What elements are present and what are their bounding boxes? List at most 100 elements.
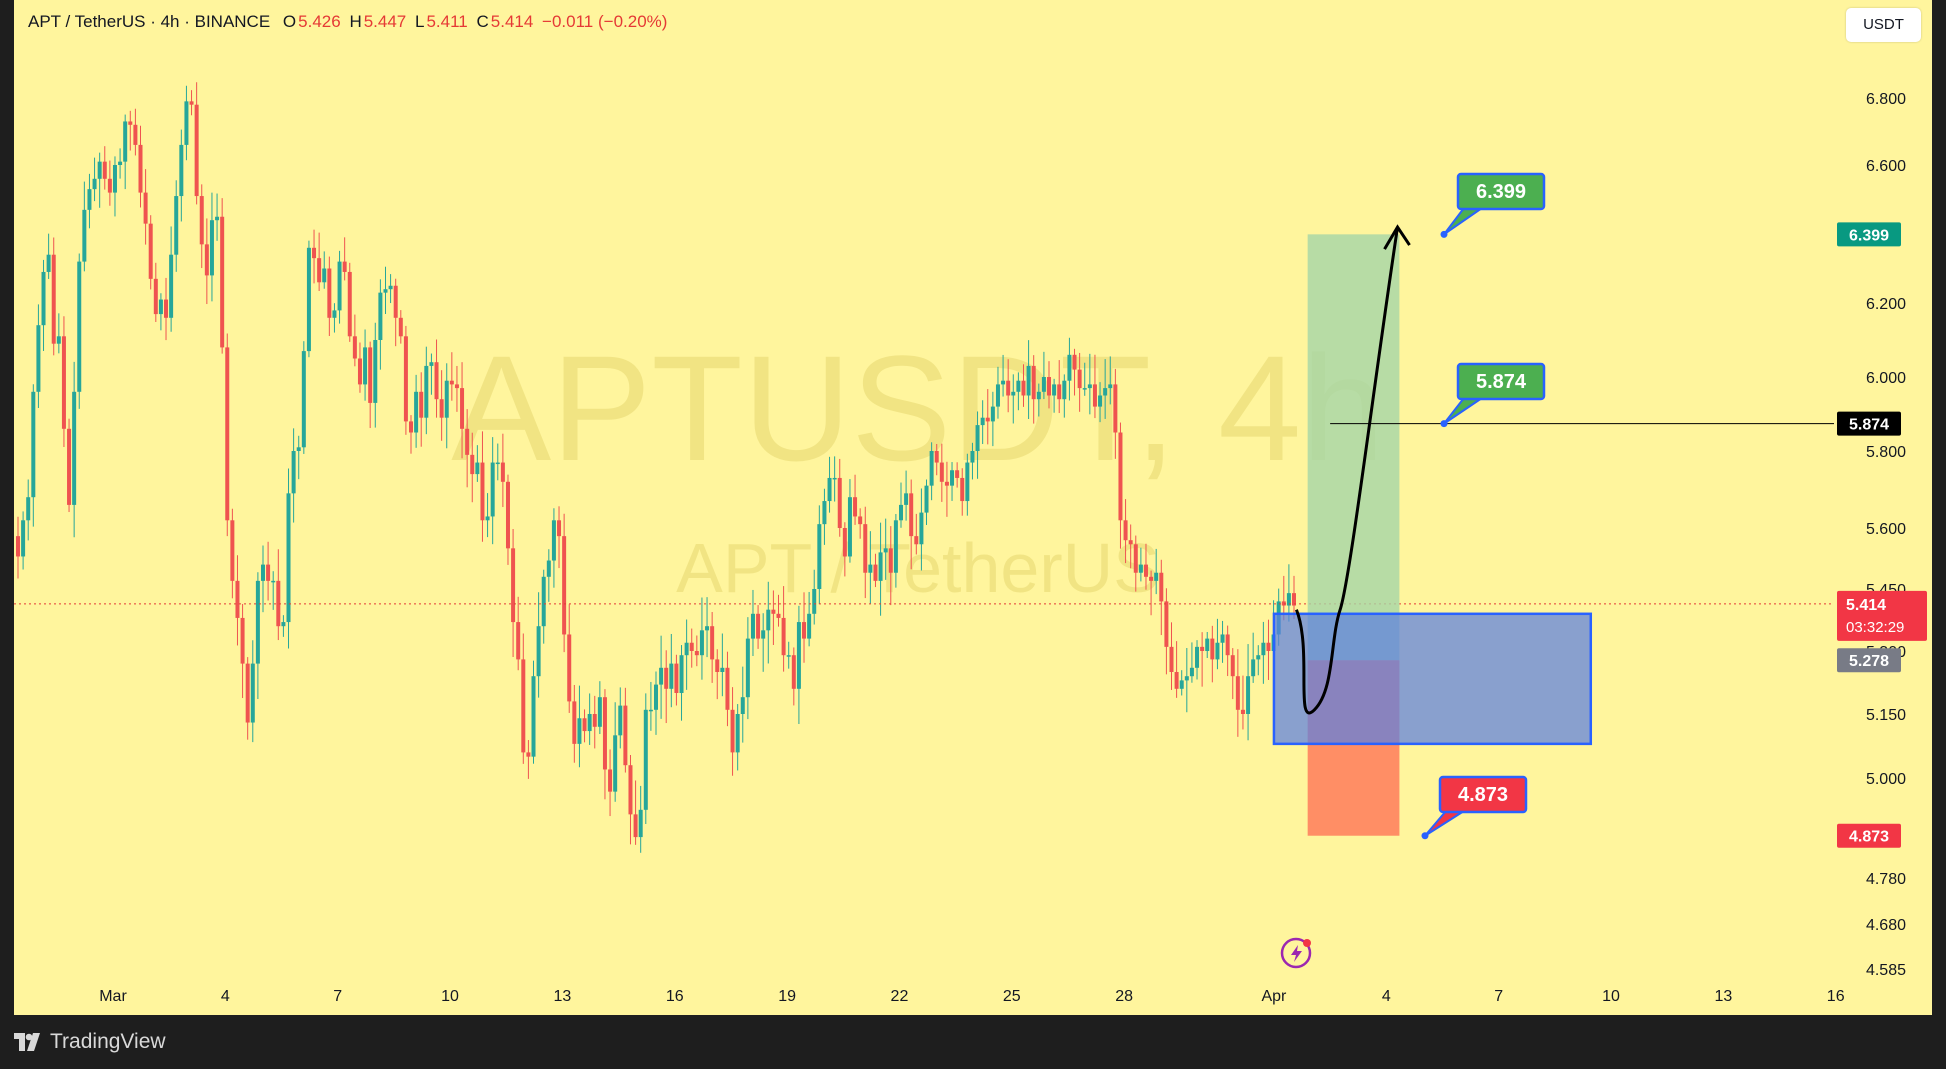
price-tick-label: 5.600: [1866, 521, 1906, 538]
candles-layer: [16, 82, 1296, 853]
candle-body: [919, 512, 924, 545]
candle-body: [1067, 354, 1072, 381]
chart-area[interactable]: APTUSDT, 4h APT / TetherUS 6.399 5.874 4.8…: [14, 0, 1932, 1015]
price-chart[interactable]: APTUSDT, 4h APT / TetherUS 6.3995.8744.8…: [14, 0, 1932, 1015]
price-axis[interactable]: 6.8006.6006.2006.0005.8005.6005.4505.300…: [1834, 0, 1932, 975]
candle: [133, 108, 138, 156]
candle: [41, 259, 46, 351]
candle-body: [388, 285, 393, 290]
candle: [77, 253, 82, 409]
candle: [378, 279, 383, 370]
candle-body: [582, 718, 587, 732]
candle: [919, 488, 924, 571]
candle: [500, 433, 505, 508]
candle-body: [725, 667, 730, 710]
candle-body: [21, 520, 26, 557]
candle-body: [608, 769, 613, 792]
candle-body: [337, 261, 342, 311]
candle-body: [955, 470, 960, 478]
candle: [1240, 675, 1245, 730]
candle: [531, 660, 536, 764]
candle-body: [847, 497, 852, 557]
candle: [419, 372, 424, 447]
candle: [1149, 570, 1154, 616]
tradingview-logo[interactable]: TradingView: [14, 1029, 166, 1055]
candle-body: [602, 697, 607, 770]
candle: [1021, 364, 1026, 407]
candle: [526, 740, 531, 779]
candle: [684, 619, 689, 690]
candle-body: [1047, 377, 1052, 396]
candle: [1195, 640, 1200, 680]
notification-dot: [1303, 939, 1311, 947]
candle: [623, 687, 628, 773]
candle: [546, 549, 551, 602]
candle-body: [403, 336, 408, 422]
currency-button[interactable]: USDT: [1846, 8, 1921, 42]
candle-body: [562, 536, 567, 635]
candle-body: [511, 548, 516, 623]
candle: [669, 633, 674, 708]
candle-body: [148, 223, 153, 279]
candle-body: [531, 676, 536, 757]
candle: [934, 443, 939, 476]
candle: [720, 633, 725, 697]
candle-body: [485, 516, 490, 521]
price-tag-label: 5.874: [1849, 417, 1889, 434]
target-zone: [1307, 234, 1400, 661]
candle-body: [220, 216, 225, 348]
candle: [878, 522, 883, 616]
symbol-info[interactable]: APT / TetherUS · 4h · BINANCE: [28, 12, 271, 31]
candle: [1235, 649, 1240, 737]
candle-body: [853, 497, 858, 517]
lightning-glyph: [1291, 945, 1302, 962]
candle: [602, 689, 607, 800]
candle: [373, 322, 378, 428]
candle-body: [72, 391, 77, 505]
candle-body: [306, 247, 311, 352]
candle: [929, 442, 934, 501]
candle-body: [730, 709, 735, 753]
candle-body: [1286, 593, 1291, 606]
candle-body: [490, 462, 495, 517]
candle: [505, 474, 510, 565]
candle-body: [1164, 601, 1169, 647]
candle: [82, 181, 87, 272]
time-tick-label: 28: [1115, 988, 1133, 1005]
candle: [434, 339, 439, 418]
candle-body: [1138, 564, 1143, 573]
candle: [87, 173, 92, 229]
candle-body: [623, 705, 628, 766]
candle-body: [985, 417, 990, 422]
candle-body: [842, 528, 847, 557]
candle: [1286, 564, 1291, 622]
flash-icon[interactable]: [1280, 937, 1312, 969]
candle-body: [505, 481, 510, 549]
price-tick-label: 5.000: [1866, 771, 1906, 788]
watermark-main: APTUSDT, 4h: [451, 324, 1385, 492]
candle: [1052, 378, 1057, 413]
candle-body: [904, 493, 909, 505]
price-tag: 6.399: [1837, 222, 1901, 247]
change-value: −0.011 (−0.20%): [542, 12, 668, 31]
candle-body: [271, 580, 276, 583]
candle-body: [393, 285, 398, 318]
candle: [16, 516, 20, 579]
candle: [893, 514, 898, 588]
time-axis[interactable]: Mar 4 7 10 13 16 19 22 25 28 Apr 4 7 10 13 16: [14, 975, 1932, 1015]
candle: [1143, 543, 1148, 590]
high-label: H: [349, 12, 362, 31]
candle: [230, 508, 235, 599]
candle: [761, 613, 766, 672]
candle: [781, 586, 786, 672]
candle-body: [995, 384, 1000, 407]
candle: [832, 456, 837, 502]
candle-body: [77, 261, 82, 392]
candle: [235, 555, 240, 646]
candle-body: [735, 714, 740, 753]
candle: [1098, 382, 1103, 423]
price-callout: 4.873: [1421, 775, 1528, 840]
candle-body: [812, 589, 817, 614]
candle: [776, 594, 781, 627]
candle-body: [82, 209, 87, 262]
